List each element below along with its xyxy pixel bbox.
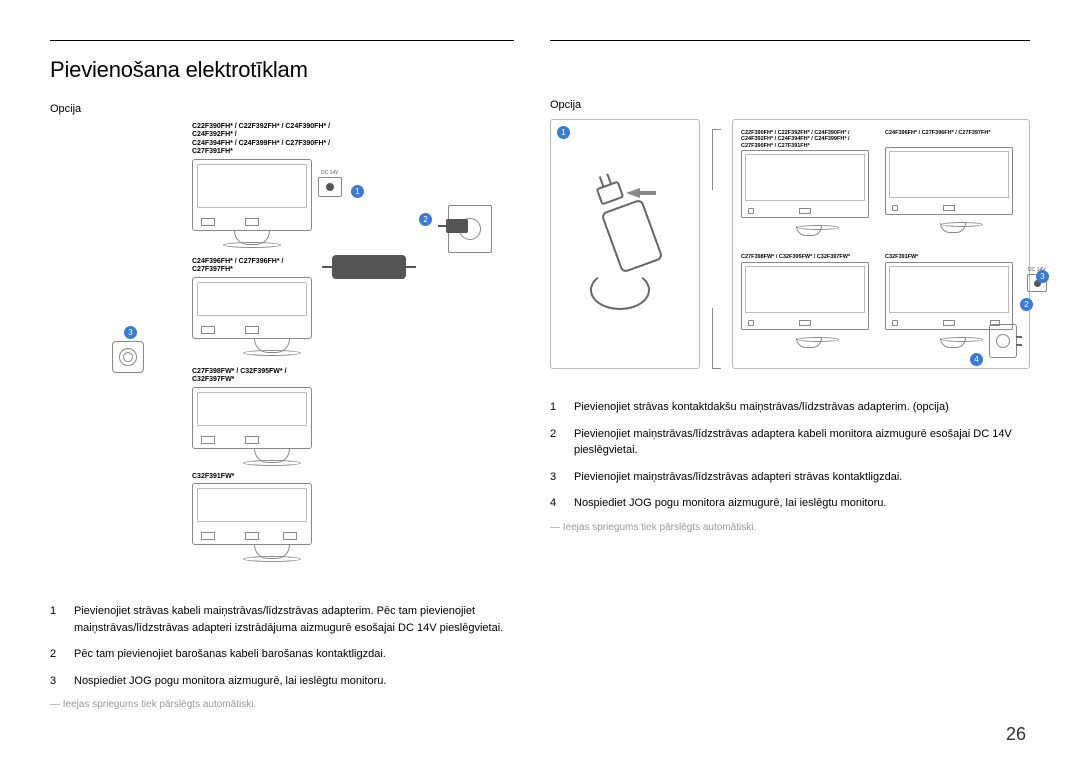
page-number: 26	[1006, 724, 1026, 745]
step-number: 1	[550, 399, 562, 416]
callout-3-right: 3	[1036, 270, 1049, 283]
model-label-1: C22F390FH* / C22F392FH* / C24F390FH* / C…	[192, 123, 352, 157]
left-steps-list: 1 Pievienojiet strāvas kabeli maiņstrāva…	[50, 603, 514, 689]
model-label-2: C24F396FH* / C27F396FH* / C27F397FH*	[192, 258, 352, 275]
right-steps-list: 1 Pievienojiet strāvas kontaktdakšu maiņ…	[550, 399, 1030, 512]
callout-1: 1	[351, 185, 364, 198]
step-number: 4	[550, 495, 562, 512]
mini-label-1: C22F390FH* / C22F392FH* / C24F390FH* / C…	[741, 130, 877, 149]
wall-adapter-icon	[989, 324, 1017, 358]
angled-adapter-icon	[570, 160, 680, 320]
step-number: 1	[50, 603, 62, 636]
left-step-1: 1 Pievienojiet strāvas kabeli maiņstrāva…	[50, 603, 514, 636]
model-label-3: C27F398FW* / C32F395FW* / C32F397FW*	[192, 368, 352, 385]
mini-label-4: C32F391FW*	[885, 254, 1021, 260]
right-option-label: Opcija	[550, 99, 1030, 111]
monitor-group-2: C24F396FH* / C27F396FH* / C27F397FH*	[192, 258, 352, 353]
adapter-prong-icon	[596, 180, 625, 205]
monitor-group-3: C27F398FW* / C32F395FW* / C32F397FW*	[192, 368, 352, 463]
mini-monitor-1: C22F390FH* / C22F392FH* / C24F390FH* / C…	[741, 130, 877, 246]
section-title: Pievienošana elektrotīklam	[50, 57, 514, 83]
right-step-1: 1 Pievienojiet strāvas kontaktdakšu maiņ…	[550, 399, 1030, 416]
page: Pievienošana elektrotīklam Opcija C22F39…	[0, 0, 1080, 730]
step-text: Pievienojiet maiņstrāvas/līdzstrāvas ada…	[574, 469, 1030, 486]
adapter-panel: 1	[550, 119, 700, 369]
step-text: Pēc tam pievienojiet barošanas kabeli ba…	[74, 646, 514, 663]
jog-button-icon	[112, 341, 144, 373]
step-number: 3	[50, 673, 62, 690]
mini-monitor-2: C24F396FH* / C27F396FH* / C27F397FH*	[885, 130, 1021, 246]
monitors-panel: C22F390FH* / C22F392FH* / C24F390FH* / C…	[732, 119, 1030, 369]
step-number: 2	[550, 426, 562, 459]
mini-label-2: C24F396FH* / C27F396FH* / C27F397FH*	[885, 130, 1021, 136]
callout-4-right: 4	[970, 353, 983, 366]
right-step-3: 3 Pievienojiet maiņstrāvas/līdzstrāvas a…	[550, 469, 1030, 486]
callout-1-right: 1	[557, 126, 570, 139]
left-column: Pievienošana elektrotīklam Opcija C22F39…	[50, 40, 514, 710]
left-step-2: 2 Pēc tam pievienojiet barošanas kabeli …	[50, 646, 514, 663]
arrow-left-icon	[626, 188, 640, 198]
step-text: Nospiediet JOG pogu monitora aizmugurē, …	[574, 495, 1030, 512]
monitor-group-4: C32F391FW*	[192, 473, 352, 559]
right-column: Opcija 1	[550, 40, 1030, 710]
right-step-4: 4 Nospiediet JOG pogu monitora aizmugurē…	[550, 495, 1030, 512]
right-step-2: 2 Pievienojiet maiņstrāvas/līdzstrāvas a…	[550, 426, 1030, 459]
left-footnote: Ieejas spriegums tiek pārslēgts automāti…	[50, 699, 514, 710]
right-footnote: Ieejas spriegums tiek pārslēgts automāti…	[550, 522, 1030, 533]
callout-2-right: 2	[1020, 298, 1033, 311]
adapter-body-icon	[600, 198, 663, 273]
step-number: 2	[50, 646, 62, 663]
left-option-label: Opcija	[50, 103, 514, 115]
dc-port-icon: DC 14V	[318, 177, 342, 197]
callout-2: 2	[419, 213, 432, 226]
step-text: Pievienojiet maiņstrāvas/līdzstrāvas ada…	[574, 426, 1030, 459]
mini-monitor-3: C27F398FW* / C32F395FW* / C32F397FW*	[741, 254, 877, 358]
monitor-3	[192, 387, 312, 449]
right-diagram: 1 C22F390FH* / C22F392FH* / C24F390FH* /…	[550, 119, 1030, 379]
step-text: Pievienojiet strāvas kabeli maiņstrāvas/…	[74, 603, 514, 636]
cable-coil-icon	[590, 270, 650, 310]
mini-label-3: C27F398FW* / C32F395FW* / C32F397FW*	[741, 254, 877, 260]
left-step-3: 3 Nospiediet JOG pogu monitora aizmugurē…	[50, 673, 514, 690]
dc-label: DC 14V	[321, 170, 339, 176]
step-number: 3	[550, 469, 562, 486]
callout-3: 3	[124, 326, 137, 339]
monitor-4	[192, 483, 312, 545]
model-label-4: C32F391FW*	[192, 473, 352, 481]
step-text: Pievienojiet strāvas kontaktdakšu maiņst…	[574, 399, 1030, 416]
monitor-2	[192, 277, 312, 339]
monitor-group-1: C22F390FH* / C22F392FH* / C24F390FH* / C…	[192, 123, 352, 245]
monitor-1	[192, 159, 312, 231]
step-text: Nospiediet JOG pogu monitora aizmugurē, …	[74, 673, 514, 690]
plug-icon	[446, 219, 468, 233]
bracket-icon	[712, 129, 720, 369]
left-diagram: C22F390FH* / C22F392FH* / C24F390FH* / C…	[50, 123, 514, 583]
